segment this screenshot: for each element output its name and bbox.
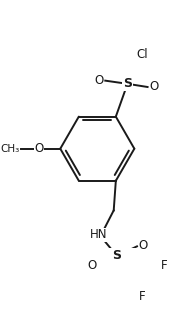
Text: CH₃: CH₃ [1,144,20,154]
Text: F: F [139,290,146,303]
Text: F: F [161,259,167,272]
Text: S: S [123,77,132,90]
Text: S: S [112,250,121,262]
Text: HN: HN [90,228,108,241]
Text: O: O [94,74,104,87]
Text: O: O [35,142,44,155]
Text: O: O [149,80,159,94]
Text: O: O [87,259,96,272]
Text: O: O [139,239,148,252]
Text: Cl: Cl [136,47,148,60]
